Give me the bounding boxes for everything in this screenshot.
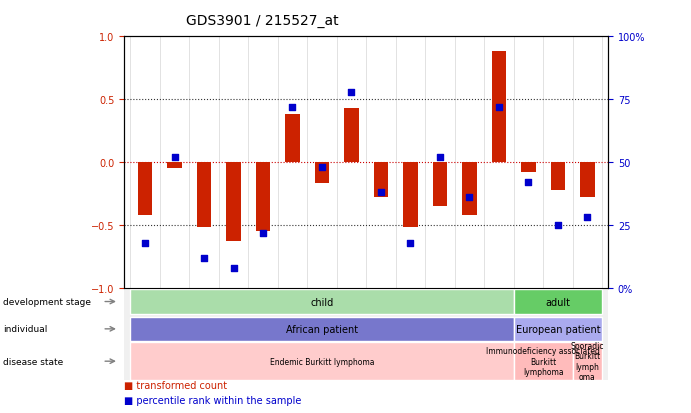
Bar [513,317,602,341]
Point [169,154,180,161]
Text: adult: adult [545,297,571,307]
Bar [551,163,565,190]
Bar [403,163,418,228]
Point [493,104,504,111]
Text: African patient: African patient [286,324,358,334]
Bar [226,163,241,242]
Text: Sporadic
Burkitt
lymph
oma: Sporadic Burkitt lymph oma [571,341,604,381]
Point [435,154,446,161]
Text: ■ percentile rank within the sample: ■ percentile rank within the sample [124,395,302,405]
Bar [433,163,447,206]
Point [582,215,593,221]
Bar [521,163,536,173]
Bar [197,163,211,228]
Point [316,164,328,171]
Point [287,104,298,111]
Bar [314,163,330,184]
Text: ■ transformed count: ■ transformed count [124,380,227,390]
Point [552,222,563,229]
Point [258,230,269,236]
Text: European patient: European patient [515,324,600,334]
Bar [138,163,153,215]
Point [228,265,239,271]
Bar [573,343,602,380]
Bar [131,317,513,341]
Text: development stage: development stage [3,297,91,306]
Bar [462,163,477,215]
Bar [491,52,507,163]
Point [405,240,416,246]
Bar [513,343,573,380]
Text: Endemic Burkitt lymphoma: Endemic Burkitt lymphoma [269,357,375,366]
Text: child: child [310,297,334,307]
Bar [580,163,595,198]
Bar [131,343,513,380]
Point [375,190,386,196]
Point [198,255,209,261]
Bar [374,163,388,198]
Bar [344,109,359,163]
Point [140,240,151,246]
Bar [513,290,602,314]
Text: disease state: disease state [3,357,64,366]
Bar [167,163,182,169]
Bar [131,290,513,314]
Text: GDS3901 / 215527_at: GDS3901 / 215527_at [187,14,339,28]
Point [346,89,357,96]
Bar [285,115,300,163]
Point [523,179,534,186]
Text: individual: individual [3,325,48,334]
Point [464,195,475,201]
Text: Immunodeficiency associated
Burkitt
lymphoma: Immunodeficiency associated Burkitt lymp… [486,347,600,376]
Bar [256,163,270,232]
